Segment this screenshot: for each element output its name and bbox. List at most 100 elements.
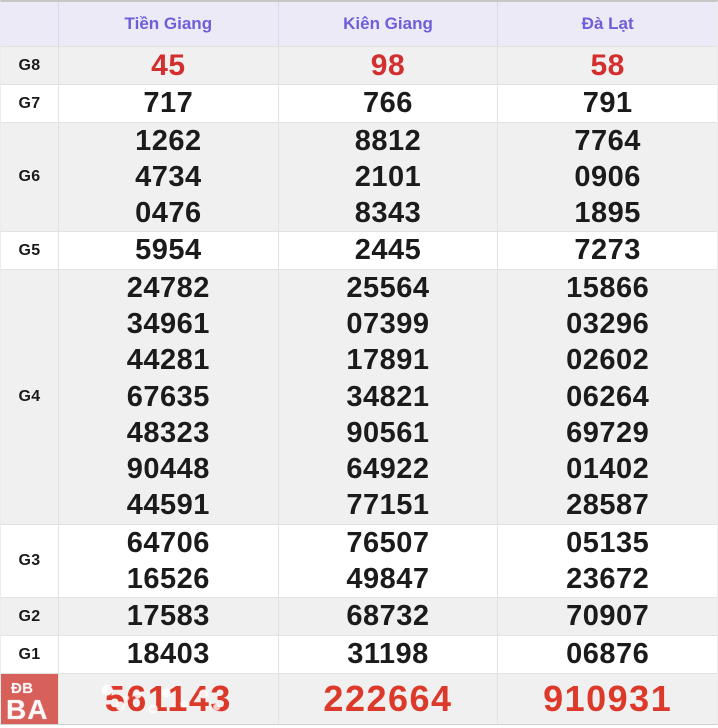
prize-number: 23672 bbox=[566, 562, 650, 595]
prize-cell-g7-col1: 766 bbox=[277, 85, 498, 122]
prize-cell-g1-col0: 18403 bbox=[58, 636, 278, 673]
row-label-text: G8 bbox=[18, 56, 41, 74]
row-label-g7: G7 bbox=[1, 85, 58, 122]
prize-row-g4: G4 24782 34961 44281 67635 48323 90448 44591 255… bbox=[1, 269, 717, 524]
header-corner-cell bbox=[1, 2, 58, 46]
prize-number: 24782 bbox=[126, 271, 210, 304]
prize-cell-g5-col2: 7273 bbox=[497, 232, 717, 269]
prize-cell-g5-col0: 5954 bbox=[58, 232, 278, 269]
prize-row-g3: G3 64706 16526 76507 49847 05135 23672 bbox=[1, 524, 717, 597]
prize-number: 18403 bbox=[126, 638, 210, 670]
prize-number: 5954 bbox=[135, 234, 202, 266]
prize-row-g7: G7 717 766 791 bbox=[1, 84, 717, 122]
row-label-g8: G8 bbox=[1, 47, 58, 84]
prize-number: 64706 bbox=[126, 526, 210, 559]
prize-number: 2101 bbox=[354, 160, 422, 193]
results-rows: G8 45 98 58 G7 717 766 791 G6 1262 4734 0476 8812 210… bbox=[1, 46, 717, 724]
row-label-text: G1 bbox=[18, 645, 41, 663]
row-label-g2: G2 bbox=[1, 598, 58, 635]
prize-cell-g8-col2: 58 bbox=[497, 47, 717, 84]
prize-row-db: ĐB BA 561143 222664 910931 bbox=[1, 673, 717, 724]
row-label-g4: G4 bbox=[1, 270, 58, 524]
prize-number: 25564 bbox=[346, 271, 430, 304]
prize-number: 1262 bbox=[135, 124, 202, 157]
prize-row-g1: G1 18403 31198 06876 bbox=[1, 635, 717, 673]
row-label-g5: G5 bbox=[1, 232, 58, 269]
prize-cell-g4-col2: 15866 03296 02602 06264 69729 01402 28587 bbox=[497, 270, 717, 524]
column-header-da-lat[interactable]: Đà Lạt bbox=[497, 2, 717, 46]
prize-number: 791 bbox=[582, 87, 633, 119]
row-label-text: G6 bbox=[18, 168, 41, 185]
prize-cell-g6-col0: 1262 4734 0476 bbox=[58, 123, 278, 231]
prize-number: 28587 bbox=[566, 489, 650, 522]
prize-cell-g2-col0: 17583 bbox=[58, 598, 278, 635]
prize-cell-g4-col1: 25564 07399 17891 34821 90561 64922 77151 bbox=[277, 270, 498, 524]
prize-cell-g6-col2: 7764 0906 1895 bbox=[497, 123, 717, 231]
row-label-g6: G6 bbox=[1, 123, 58, 231]
prize-cell-g7-col0: 717 bbox=[58, 85, 278, 122]
prize-number: 8343 bbox=[354, 196, 422, 229]
prize-number: 68732 bbox=[346, 600, 430, 632]
prize-cell-g6-col1: 8812 2101 8343 bbox=[277, 123, 498, 231]
prize-cell-g1-col2: 06876 bbox=[497, 636, 717, 673]
prize-cell-g8-col0: 45 bbox=[58, 47, 278, 84]
row-label-db: ĐB BA bbox=[1, 674, 58, 724]
prize-cell-g8-col1: 98 bbox=[277, 47, 498, 84]
prize-number: 15866 bbox=[566, 271, 650, 304]
prize-number: 07399 bbox=[346, 307, 430, 340]
prize-number: 98 bbox=[370, 48, 406, 82]
prize-number: 03296 bbox=[566, 307, 650, 340]
prize-number: 717 bbox=[143, 87, 194, 119]
prize-number: 31198 bbox=[347, 638, 429, 670]
prize-number: 06876 bbox=[566, 638, 650, 670]
prize-number: 70907 bbox=[566, 600, 650, 632]
prize-row-g2: G2 17583 68732 70907 bbox=[1, 597, 717, 635]
row-label-text: ĐB bbox=[11, 680, 34, 697]
row-label-text: G5 bbox=[18, 241, 41, 259]
prize-number: 561143 bbox=[104, 678, 232, 719]
prize-row-g8: G8 45 98 58 bbox=[1, 46, 717, 84]
prize-cell-db-col0: 561143 bbox=[58, 674, 278, 724]
prize-number: 17891 bbox=[346, 344, 430, 377]
prize-number: 76507 bbox=[346, 526, 430, 559]
prize-cell-g3-col1: 76507 49847 bbox=[277, 525, 498, 597]
prize-number: 90561 bbox=[346, 416, 430, 449]
row-label-text: G4 bbox=[18, 388, 41, 405]
prize-number: 34821 bbox=[346, 380, 430, 413]
prize-number: 48323 bbox=[126, 416, 210, 449]
prize-number: 34961 bbox=[126, 307, 210, 340]
prize-cell-g5-col1: 2445 bbox=[277, 232, 498, 269]
prize-number: 222664 bbox=[323, 678, 453, 719]
prize-number: 16526 bbox=[126, 562, 210, 595]
prize-number: 7273 bbox=[574, 234, 641, 266]
prize-cell-db-col1: 222664 bbox=[277, 674, 498, 724]
prize-number: 1895 bbox=[574, 196, 641, 229]
column-header-kien-giang[interactable]: Kiên Giang bbox=[277, 2, 498, 46]
row-label-text: G7 bbox=[18, 94, 41, 112]
prize-number: 17583 bbox=[126, 600, 210, 632]
prize-number: 67635 bbox=[126, 380, 210, 413]
prize-number: 77151 bbox=[346, 489, 430, 522]
prize-number: 910931 bbox=[543, 678, 673, 719]
prize-row-g5: G5 5954 2445 7273 bbox=[1, 231, 717, 269]
prize-cell-g4-col0: 24782 34961 44281 67635 48323 90448 44591 bbox=[58, 270, 278, 524]
prize-number: 02602 bbox=[566, 344, 650, 377]
prize-number: 01402 bbox=[566, 453, 650, 486]
prize-cell-g7-col2: 791 bbox=[497, 85, 717, 122]
prize-number: 45 bbox=[151, 48, 186, 82]
prize-number: 0476 bbox=[135, 196, 202, 229]
prize-number: 4734 bbox=[135, 160, 202, 193]
prize-cell-g3-col2: 05135 23672 bbox=[497, 525, 717, 597]
prize-number: 49847 bbox=[346, 562, 430, 595]
prize-number: 7764 bbox=[574, 124, 641, 157]
prize-number: 766 bbox=[363, 87, 413, 119]
row-label-text: G3 bbox=[18, 552, 41, 569]
prize-number: 58 bbox=[590, 48, 625, 82]
prize-row-g6: G6 1262 4734 0476 8812 2101 8343 7764 0906 1895 bbox=[1, 122, 717, 231]
prize-number: 06264 bbox=[566, 380, 650, 413]
column-header-tien-giang[interactable]: Tiền Giang bbox=[58, 2, 278, 46]
prize-number: 44281 bbox=[126, 344, 210, 377]
prize-number: 8812 bbox=[354, 124, 422, 157]
prize-cell-g2-col2: 70907 bbox=[497, 598, 717, 635]
